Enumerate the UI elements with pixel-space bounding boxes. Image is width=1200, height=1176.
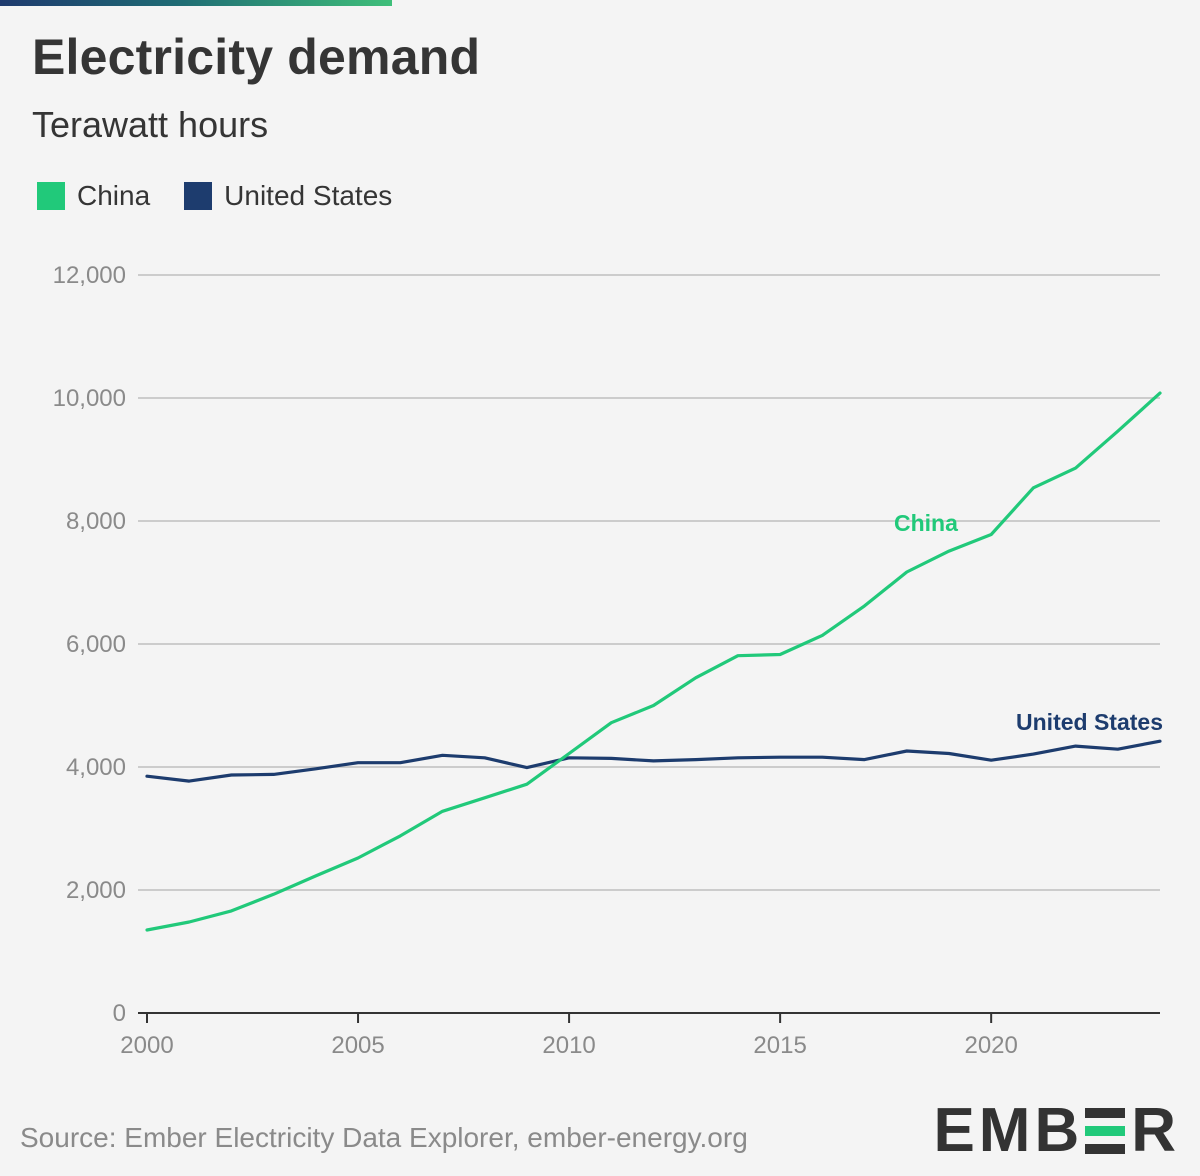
ember-logo: EMB R xyxy=(933,1100,1180,1162)
logo-e-mark xyxy=(1085,1108,1126,1154)
logo-e-bar-top xyxy=(1085,1108,1126,1118)
line-chart: 0 2,000 4,000 6,000 8,000 10,000 12,000 2000 200… xyxy=(53,262,1163,1059)
logo-e-bar-bottom xyxy=(1085,1144,1126,1154)
axis-layer: 0 2,000 4,000 6,000 8,000 10,000 12,000 2000 200… xyxy=(53,262,1160,1059)
series-label-united-states: United States xyxy=(1016,709,1163,735)
chart-title: Electricity demand xyxy=(32,29,481,85)
y-tick-label: 6,000 xyxy=(66,631,126,658)
logo-text-right: R xyxy=(1131,1096,1180,1165)
legend-label-united-states: United States xyxy=(224,180,393,211)
y-tick-label: 10,000 xyxy=(53,385,126,412)
chart-subtitle: Terawatt hours xyxy=(32,104,269,145)
legend: China United States xyxy=(37,180,426,212)
legend-item-united-states: United States xyxy=(184,180,392,212)
y-tick-label: 8,000 xyxy=(66,508,126,535)
y-tick-label: 4,000 xyxy=(66,754,126,781)
y-tick-label: 2,000 xyxy=(66,877,126,904)
logo-text-left: EMB xyxy=(933,1096,1084,1165)
series-line-china xyxy=(145,391,1162,932)
logo-e-bar-middle xyxy=(1085,1126,1126,1136)
grid-layer xyxy=(138,274,1160,891)
y-tick-label: 12,000 xyxy=(53,262,126,289)
x-tick-label: 2005 xyxy=(331,1032,384,1059)
x-tick-label: 2020 xyxy=(964,1032,1017,1059)
source-note: Source: Ember Electricity Data Explorer,… xyxy=(20,1122,748,1153)
legend-label-china: China xyxy=(77,180,151,211)
x-tick-label: 2015 xyxy=(753,1032,806,1059)
series-layer xyxy=(145,391,1162,932)
y-tick-label: 0 xyxy=(113,1000,126,1027)
legend-swatch-united-states xyxy=(184,182,213,210)
series-line-united-states xyxy=(145,739,1162,783)
legend-swatch-china xyxy=(37,182,65,210)
x-tick-label: 2000 xyxy=(120,1032,173,1059)
x-tick-label: 2010 xyxy=(542,1032,595,1059)
series-label-china: China xyxy=(894,510,958,536)
top-accent-bar xyxy=(0,0,392,6)
legend-item-china: China xyxy=(37,180,150,212)
label-layer: China United States xyxy=(894,510,1163,735)
